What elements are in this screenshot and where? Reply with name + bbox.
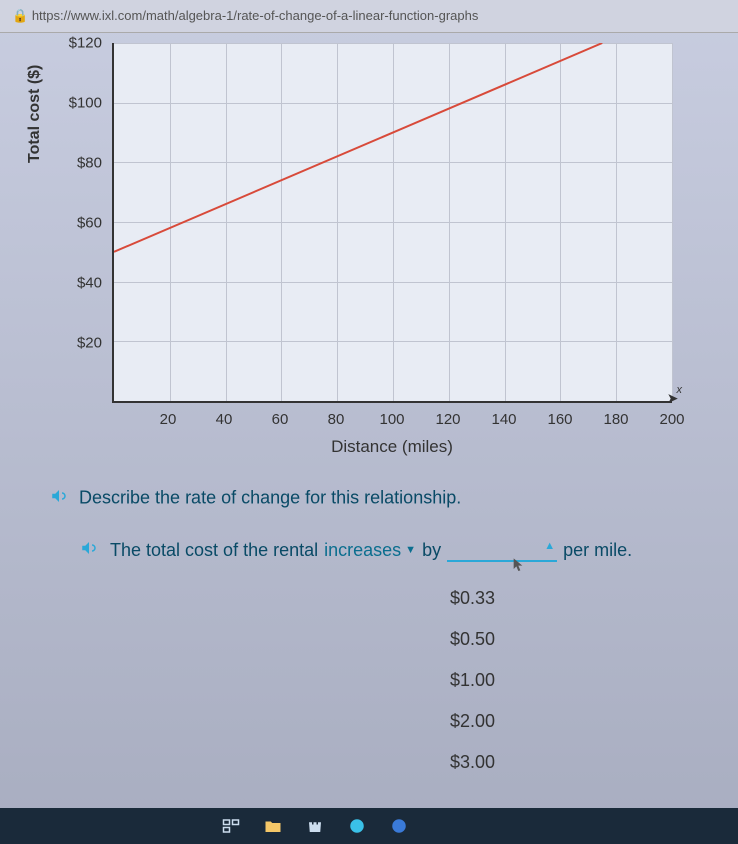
rate-blank-input[interactable]: ▲ [447,538,557,562]
sentence-suffix: per mile. [563,540,632,561]
question-prompt-row: Describe the rate of change for this rel… [50,487,718,510]
rate-options-list: $0.33 $0.50 $1.00 $2.00 $3.00 [20,578,718,783]
speaker-icon[interactable] [50,487,68,510]
x-tick: 20 [160,411,177,428]
x-tick: 60 [272,411,289,428]
x-axis-ticks: 20 40 60 80 100 120 140 160 180 200 [112,411,672,435]
y-tick: $40 [77,275,102,292]
chart: Total cost ($) $20 $40 $60 $80 $100 $120 [20,43,700,463]
question-prompt: Describe the rate of change for this rel… [79,487,461,507]
cursor-icon [511,556,527,577]
sentence-prefix: The total cost of the rental [110,540,318,561]
sentence-connector: by [422,540,441,561]
rate-option[interactable]: $1.00 [450,660,718,701]
x-tick: 160 [547,411,572,428]
lock-icon: 🔒 [12,8,28,23]
y-axis-ticks: $20 $40 $60 $80 $100 $120 [58,43,108,403]
x-tick: 100 [379,411,404,428]
folder-icon[interactable] [262,815,284,837]
y-tick: $100 [69,95,102,112]
chevron-down-icon: ▼ [405,544,416,556]
store-icon[interactable] [304,815,326,837]
rate-option[interactable]: $2.00 [450,701,718,742]
direction-dropdown[interactable]: increases ▼ [324,540,416,561]
x-tick: 120 [435,411,460,428]
y-tick: $80 [77,155,102,172]
y-tick: $120 [69,35,102,52]
rate-option[interactable]: $3.00 [450,742,718,783]
x-tick: 180 [603,411,628,428]
rate-option[interactable]: $0.33 [450,578,718,619]
chevron-up-icon: ▲ [544,540,555,552]
x-tick: 40 [216,411,233,428]
taskbar [0,808,738,844]
edge-icon[interactable] [346,815,368,837]
rate-option[interactable]: $0.50 [450,619,718,660]
x-axis-label: Distance (miles) [112,437,672,457]
y-axis-label: Total cost ($) [26,65,44,163]
x-tick: 80 [328,411,345,428]
x-tick: 140 [491,411,516,428]
x-axis-arrow-icon: ➤x [667,390,684,407]
task-view-icon[interactable] [220,815,242,837]
y-tick: $20 [77,335,102,352]
app-icon[interactable] [388,815,410,837]
page-content: Total cost ($) $20 $40 $60 $80 $100 $120 [0,33,738,783]
speaker-icon[interactable] [80,539,98,562]
direction-dropdown-value: increases [324,540,401,561]
plot-area: ➤x [112,43,672,403]
browser-url-bar[interactable]: 🔒 https://www.ixl.com/math/algebra-1/rat… [0,0,738,33]
fill-sentence: The total cost of the rental increases ▼… [80,538,718,562]
url-text: https://www.ixl.com/math/algebra-1/rate-… [32,8,479,23]
x-tick: 200 [659,411,684,428]
y-tick: $60 [77,215,102,232]
